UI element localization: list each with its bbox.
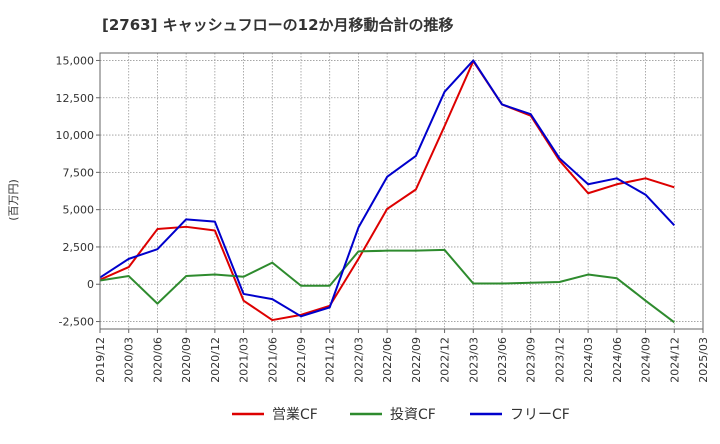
x-tick-label: 2020/06 — [151, 337, 164, 383]
y-tick-label: 7,500 — [63, 166, 95, 179]
x-tick-label: 2023/03 — [467, 337, 480, 383]
x-tick-label: 2021/12 — [324, 337, 337, 383]
series-line-フリーCF — [99, 59, 676, 318]
x-tick-label: 2022/09 — [410, 337, 423, 383]
x-tick-label: 2020/12 — [209, 337, 222, 383]
x-tick-label: 2024/09 — [640, 337, 653, 383]
series-line-営業CF — [99, 60, 675, 322]
x-tick-label: 2022/03 — [352, 337, 365, 383]
legend: 営業CF 投資CF フリーCF — [232, 407, 570, 423]
x-tick-label: 2021/06 — [266, 337, 279, 383]
y-axis-label: (百万円) — [7, 179, 20, 221]
series-line-投資CF — [99, 248, 675, 324]
y-tick-labels: -2,500 0 2,500 5,000 7,500 10,000 12,500 15,000 — [56, 54, 100, 329]
chart-title: [2763] キャッシュフローの12か月移動合計の推移 — [102, 16, 454, 34]
x-tick-label: 2020/09 — [180, 337, 193, 383]
y-tick-label: 10,000 — [56, 129, 95, 142]
x-tick-label: 2024/06 — [611, 337, 624, 383]
grid-lines — [100, 53, 703, 329]
x-tick-label: 2020/03 — [123, 337, 136, 383]
y-tick-label: -2,500 — [59, 316, 94, 329]
x-tick-label: 2022/12 — [439, 337, 452, 383]
y-tick-label: 5,000 — [63, 204, 95, 217]
x-tick-label: 2023/06 — [496, 337, 509, 383]
x-tick-label: 2023/09 — [525, 337, 538, 383]
x-tick-label: 2025/03 — [697, 337, 710, 383]
y-tick-label: 0 — [87, 278, 94, 291]
legend-label: 営業CF — [272, 407, 318, 423]
x-tick-labels: 2019/12 2020/03 2020/06 2020/09 2020/12 2021/… — [94, 329, 710, 383]
legend-label: フリーCF — [510, 407, 570, 423]
x-tick-label: 2023/12 — [553, 337, 566, 383]
y-tick-label: 15,000 — [56, 54, 95, 67]
series-lines — [99, 59, 676, 324]
x-tick-label: 2024/03 — [582, 337, 595, 383]
x-tick-label: 2019/12 — [94, 337, 107, 383]
x-tick-label: 2022/06 — [381, 337, 394, 383]
y-tick-label: 12,500 — [56, 92, 95, 105]
x-tick-label: 2021/09 — [295, 337, 308, 383]
legend-label: 投資CF — [390, 407, 436, 423]
x-tick-label: 2021/03 — [238, 337, 251, 383]
x-tick-label: 2024/12 — [668, 337, 681, 383]
y-tick-label: 2,500 — [63, 241, 95, 254]
plot-frame — [99, 52, 704, 330]
